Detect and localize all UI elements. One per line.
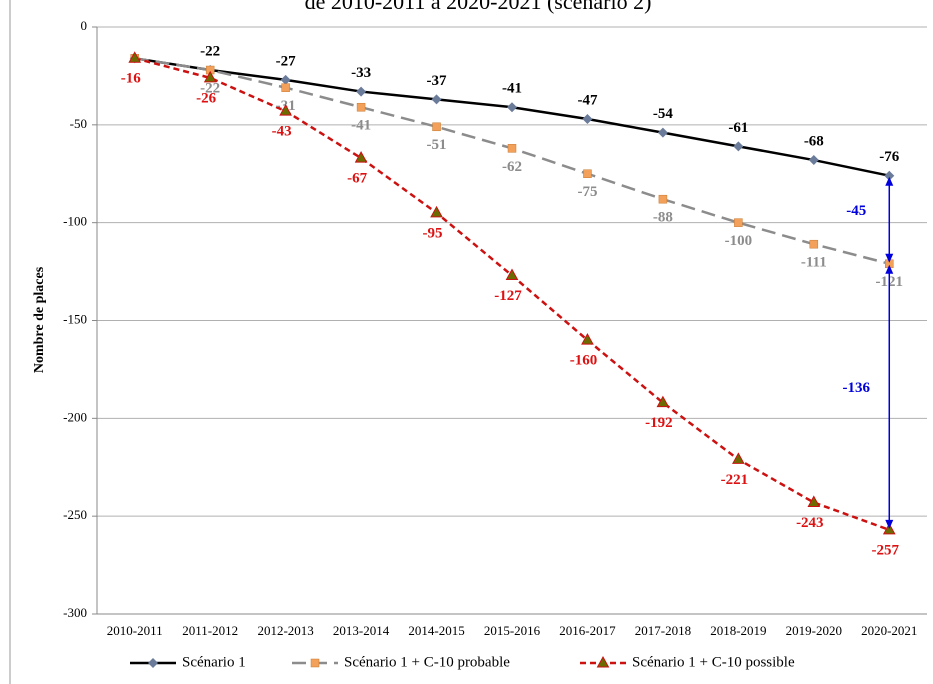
data-label: -127 <box>494 288 522 304</box>
y-tick-label: -50 <box>70 116 87 131</box>
data-label: -257 <box>872 542 900 558</box>
marker <box>279 104 292 116</box>
data-label: -51 <box>427 137 447 153</box>
data-label: -68 <box>804 133 824 149</box>
y-axis-label: Nombre de places <box>32 266 47 373</box>
marker <box>432 122 441 132</box>
x-tick-label: 2013-2014 <box>333 623 390 638</box>
data-label: -62 <box>502 159 522 175</box>
x-tick-label: 2016-2017 <box>559 623 616 638</box>
data-label: -41 <box>351 118 371 134</box>
marker <box>354 151 368 163</box>
data-label: -27 <box>276 53 296 69</box>
marker <box>581 333 594 345</box>
legend-label: Scénario 1 <box>182 654 246 670</box>
marker <box>431 94 442 105</box>
data-label: -22 <box>200 43 220 59</box>
data-label: -88 <box>653 210 673 226</box>
y-tick-label: 0 <box>81 18 88 33</box>
x-tick-label: 2012-2013 <box>257 623 313 638</box>
data-label: -75 <box>577 184 597 200</box>
marker <box>507 102 517 113</box>
marker <box>657 127 668 138</box>
marker <box>658 194 668 204</box>
marker <box>807 495 821 507</box>
legend-marker <box>596 655 610 668</box>
data-label: -26 <box>196 90 216 106</box>
y-tick-label: -200 <box>63 409 87 424</box>
arrow-head <box>885 253 894 263</box>
y-tick-label: -100 <box>63 214 87 229</box>
data-label: -111 <box>801 255 827 271</box>
data-label: -192 <box>645 415 673 431</box>
data-label: -95 <box>423 225 443 241</box>
data-label: -43 <box>272 124 292 140</box>
arrow-head <box>885 519 894 529</box>
legend-marker <box>148 658 158 668</box>
legend-marker <box>310 658 320 668</box>
annotation-label: -45 <box>846 203 866 219</box>
y-tick-label: -250 <box>63 507 87 522</box>
marker <box>280 74 291 85</box>
marker <box>128 51 142 63</box>
data-label: -160 <box>570 353 598 369</box>
marker <box>356 102 366 112</box>
y-tick-label: -300 <box>63 605 87 620</box>
x-tick-label: 2018-2019 <box>710 623 766 638</box>
x-tick-label: 2017-2018 <box>635 623 691 638</box>
marker <box>582 113 593 124</box>
marker <box>656 395 670 408</box>
x-tick-label: 2011-2012 <box>182 623 238 638</box>
data-label: -221 <box>721 472 749 488</box>
data-label: -41 <box>502 81 522 97</box>
data-label: -76 <box>879 149 899 165</box>
marker <box>281 83 290 92</box>
x-tick-label: 2015-2016 <box>484 623 541 638</box>
arrow-head <box>885 264 894 274</box>
x-tick-label: 2014-2015 <box>408 623 464 638</box>
chart-title: de 2010-2011 à 2020-2021 (scénario 2) <box>305 0 652 14</box>
marker <box>733 141 744 152</box>
data-label: -22 <box>200 80 220 96</box>
marker <box>507 144 517 153</box>
data-label: -16 <box>121 71 141 87</box>
marker <box>203 70 217 83</box>
marker <box>882 522 896 535</box>
x-tick-label: 2020-2021 <box>861 623 917 638</box>
data-label: -54 <box>653 106 673 122</box>
marker <box>505 268 519 280</box>
marker <box>808 155 819 166</box>
data-label: -243 <box>796 515 824 531</box>
legend-label: Scénario 1 + C-10 probable <box>344 654 510 670</box>
marker <box>356 86 367 97</box>
marker <box>734 218 743 227</box>
arrow-head <box>885 176 894 186</box>
marker <box>809 239 819 249</box>
x-tick-label: 2019-2020 <box>786 623 842 638</box>
y-tick-label: -150 <box>63 311 87 326</box>
data-label: -47 <box>577 92 597 108</box>
marker <box>732 452 745 464</box>
annotation-label: -136 <box>843 380 871 396</box>
x-tick-label: 2010-2011 <box>107 623 163 638</box>
data-label: -100 <box>725 233 753 249</box>
legend-label: Scénario 1 + C-10 possible <box>632 654 795 670</box>
data-label: -67 <box>347 171 367 187</box>
data-label: -37 <box>427 73 447 89</box>
marker <box>430 205 443 218</box>
data-label: -61 <box>728 120 748 136</box>
data-label: -33 <box>351 65 371 81</box>
marker <box>583 169 592 178</box>
marker <box>884 170 895 181</box>
